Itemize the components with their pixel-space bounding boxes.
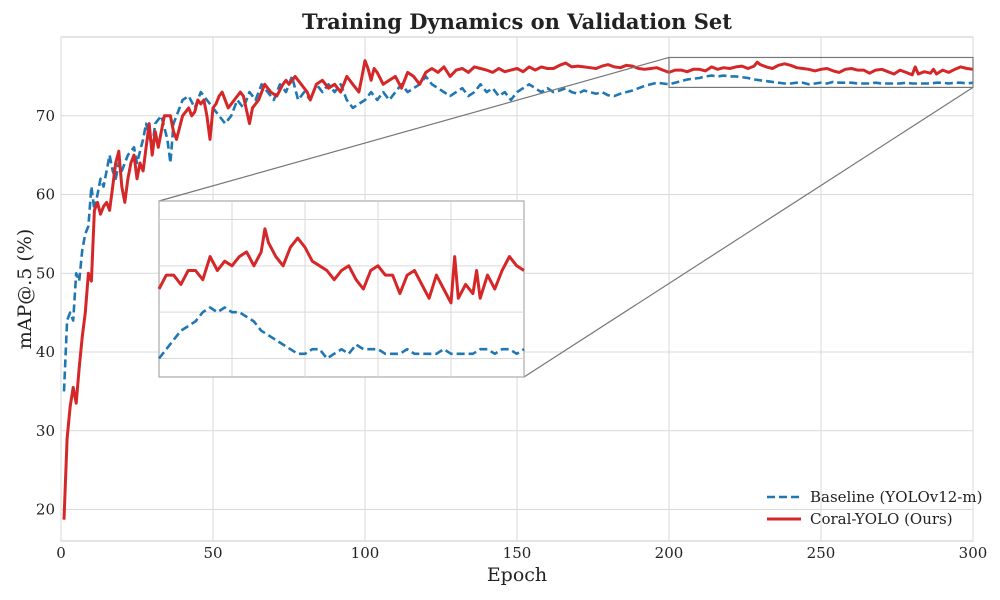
y-tick-label: 60: [36, 186, 55, 204]
legend-label-coral: Coral-YOLO (Ours): [810, 510, 953, 528]
y-axis-label: mAP@.5 (%): [14, 229, 36, 350]
x-tick-label: 250: [807, 544, 836, 562]
x-tick-label: 0: [56, 544, 66, 562]
legend: Baseline (YOLOv12-m) Coral-YOLO (Ours): [767, 488, 982, 528]
series-line-baseline: [62, 74, 974, 392]
zoom-box: [668, 56, 974, 88]
y-tick-label: 50: [36, 264, 55, 282]
y-tick-label: 20: [36, 501, 55, 519]
zoom-indicator: [158, 56, 974, 378]
x-tick-label: 50: [203, 544, 222, 562]
zoom-connector: [158, 56, 670, 202]
inset-line-baseline: [157, 306, 525, 360]
inset-line-coral: [157, 227, 525, 305]
legend-label-baseline: Baseline (YOLOv12-m): [810, 488, 982, 506]
x-tick-label: 100: [351, 544, 380, 562]
main-series: [62, 59, 974, 520]
y-tick-label: 30: [36, 422, 55, 440]
y-tick-label: 40: [36, 343, 55, 361]
x-tick-label: 200: [655, 544, 684, 562]
tick-labels: 0 50 100 150 200 250 300 20 30 40 50 60 70: [36, 107, 987, 562]
chart-title: Training Dynamics on Validation Set: [302, 9, 732, 34]
zoom-connector: [523, 86, 974, 378]
x-axis-label: Epoch: [487, 564, 547, 586]
y-tick-label: 70: [36, 107, 55, 125]
series-line-coral: [62, 59, 974, 520]
inset-chart: [157, 200, 525, 378]
x-tick-label: 300: [959, 544, 988, 562]
x-tick-label: 150: [503, 544, 532, 562]
